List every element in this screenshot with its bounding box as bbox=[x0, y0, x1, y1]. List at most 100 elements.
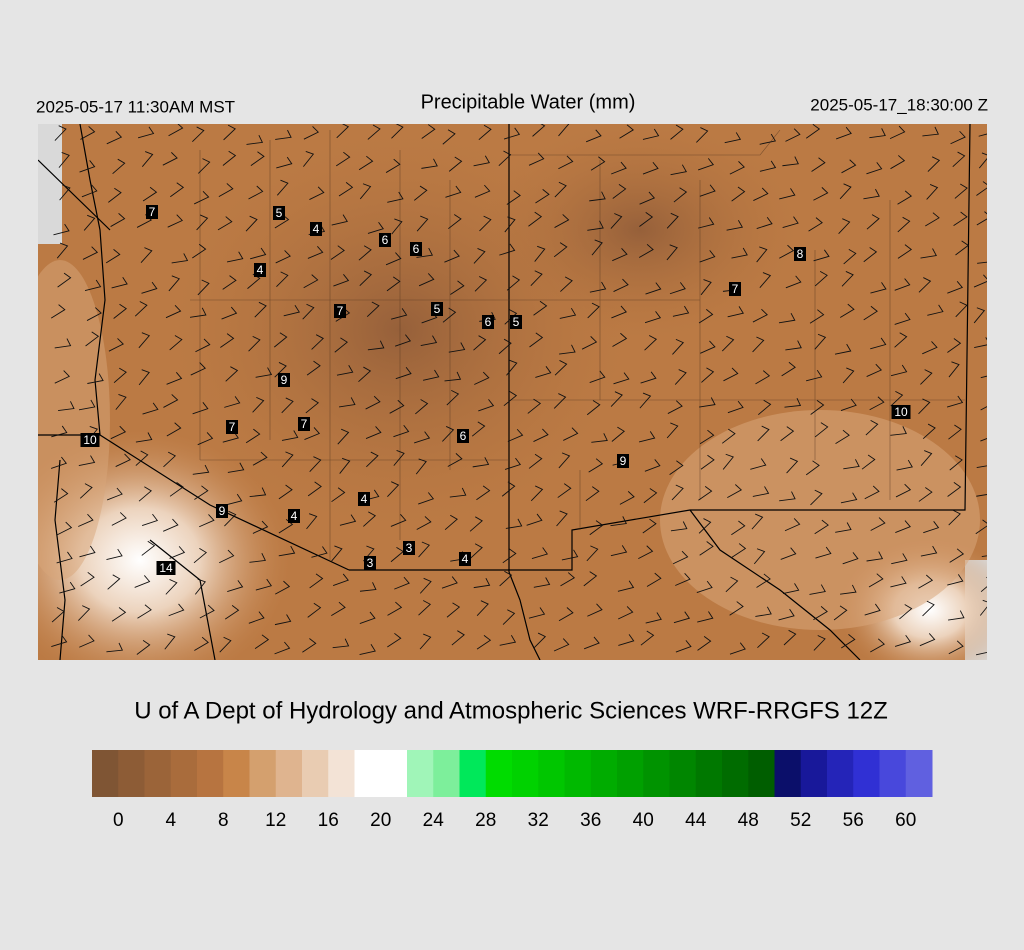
wind-barb bbox=[478, 124, 492, 141]
wind-barb bbox=[421, 158, 438, 169]
wind-barb bbox=[675, 572, 691, 586]
wind-barb bbox=[644, 459, 661, 472]
wind-barb bbox=[418, 273, 435, 287]
wind-barb bbox=[358, 366, 372, 383]
station-value: 9 bbox=[281, 373, 288, 387]
wind-barb bbox=[83, 214, 96, 231]
wind-barb bbox=[698, 486, 713, 501]
wind-barb bbox=[591, 433, 608, 443]
wind-barb bbox=[393, 450, 405, 466]
wind-barb bbox=[644, 335, 658, 351]
wind-barb bbox=[391, 124, 404, 139]
wind-barb bbox=[136, 639, 151, 655]
wind-barb bbox=[503, 390, 518, 407]
wind-barb bbox=[617, 580, 635, 592]
wind-barb bbox=[168, 275, 180, 292]
wind-barb bbox=[666, 212, 679, 229]
label-box bbox=[431, 302, 443, 316]
wind-barb bbox=[533, 428, 549, 442]
wind-barb bbox=[163, 394, 179, 408]
valid-time-utc: 2025-05-17_18:30:00 Z bbox=[810, 95, 988, 114]
wind-barb bbox=[610, 391, 623, 407]
wind-barb bbox=[391, 218, 403, 235]
wind-barb bbox=[919, 633, 936, 647]
wind-barb bbox=[108, 187, 122, 203]
label-box bbox=[334, 304, 346, 318]
wind-barb bbox=[726, 220, 744, 231]
color-box bbox=[774, 750, 802, 797]
wind-barb bbox=[499, 635, 517, 646]
wind-barb bbox=[189, 307, 207, 318]
wind-barb bbox=[163, 518, 179, 532]
wind-barb bbox=[899, 604, 913, 620]
wind-barb bbox=[973, 274, 987, 288]
wind-barb bbox=[553, 638, 570, 652]
wind-barb bbox=[140, 247, 153, 263]
wind-barb bbox=[498, 150, 512, 167]
wind-barb bbox=[643, 488, 658, 504]
wind-barb bbox=[974, 337, 987, 349]
wind-barb bbox=[386, 276, 401, 292]
wind-barb bbox=[976, 181, 987, 196]
wind-barb bbox=[54, 370, 70, 384]
map-title: Precipitable Water (mm) bbox=[421, 91, 636, 113]
colorbar-tick-label: 28 bbox=[475, 810, 496, 831]
wind-barb bbox=[698, 518, 712, 534]
wind-barb bbox=[759, 133, 777, 145]
wind-barb bbox=[448, 342, 466, 353]
wind-barb bbox=[589, 191, 606, 202]
wind-barb bbox=[394, 576, 410, 590]
wind-barb bbox=[587, 220, 604, 231]
wind-barb bbox=[365, 395, 381, 410]
wind-barb bbox=[474, 371, 490, 385]
wind-barb bbox=[890, 426, 907, 436]
wind-barb bbox=[227, 462, 245, 473]
wind-barb bbox=[473, 248, 486, 264]
wind-barb bbox=[54, 338, 72, 349]
wind-barb bbox=[638, 545, 654, 560]
wind-barb bbox=[698, 309, 714, 324]
wind-barb bbox=[170, 182, 185, 198]
wind-barb bbox=[224, 605, 240, 620]
wind-barb bbox=[583, 571, 598, 587]
dry-area bbox=[38, 260, 110, 580]
wind-barb bbox=[245, 215, 258, 232]
color-box bbox=[459, 750, 487, 797]
wind-barb bbox=[449, 487, 467, 498]
wind-barb bbox=[395, 334, 412, 347]
wind-barb bbox=[842, 367, 855, 384]
wind-barb bbox=[113, 303, 127, 319]
no-data bbox=[38, 124, 62, 244]
wind-barb bbox=[281, 397, 294, 414]
wind-barb bbox=[731, 186, 746, 202]
wind-barb bbox=[217, 216, 233, 231]
wind-barb bbox=[670, 521, 688, 532]
wind-barb bbox=[755, 370, 771, 385]
wind-barb bbox=[193, 191, 210, 205]
wind-barb bbox=[840, 584, 857, 595]
wind-barb bbox=[366, 451, 379, 468]
wind-barb bbox=[666, 244, 678, 261]
wind-barb bbox=[252, 451, 268, 466]
label-box bbox=[254, 263, 266, 277]
wind-barb bbox=[499, 243, 516, 256]
wind-barb bbox=[366, 301, 380, 318]
color-box bbox=[590, 750, 618, 797]
label-box bbox=[617, 454, 629, 468]
wind-barb bbox=[560, 572, 576, 587]
station-value: 14 bbox=[159, 561, 173, 575]
wind-barb bbox=[640, 371, 657, 384]
wind-barb bbox=[535, 189, 550, 204]
wind-barb bbox=[610, 213, 623, 229]
wind-barb bbox=[833, 605, 848, 621]
wind-barb bbox=[890, 390, 904, 407]
wind-barb bbox=[416, 516, 432, 530]
wind-barb bbox=[303, 126, 319, 140]
wind-barb bbox=[783, 629, 797, 646]
wind-barb bbox=[612, 248, 628, 262]
wind-barb bbox=[192, 126, 205, 143]
wind-barb bbox=[674, 369, 687, 385]
wind-barb bbox=[169, 481, 184, 497]
wind-barb bbox=[336, 124, 350, 139]
wind-barb bbox=[311, 546, 328, 558]
